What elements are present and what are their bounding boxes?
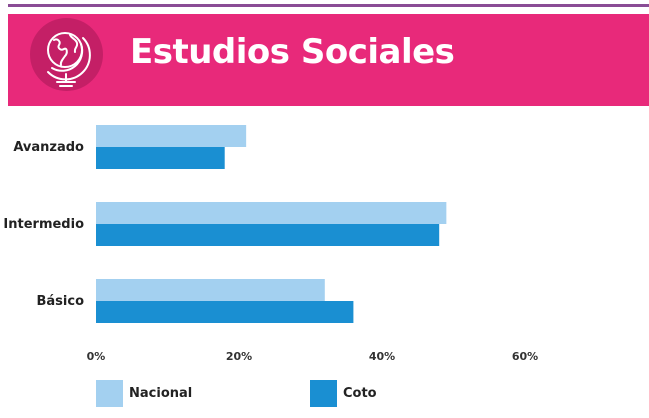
- x-tick-label: 40%: [369, 350, 395, 363]
- bar-coto-básico: [96, 301, 354, 323]
- category-label: Intermedio: [3, 217, 84, 232]
- x-tick-label: 0%: [87, 350, 106, 363]
- legend-swatch-nacional: [96, 380, 123, 407]
- legend-label-nacional: Nacional: [129, 386, 193, 401]
- bar-coto-avanzado: [96, 147, 225, 169]
- legend-label-coto: Coto: [343, 386, 377, 401]
- bar-nacional-básico: [96, 279, 325, 301]
- bar-nacional-avanzado: [96, 125, 247, 147]
- header-banner: [8, 14, 649, 106]
- globe-badge: [30, 18, 103, 91]
- x-tick-label: 60%: [512, 350, 538, 363]
- x-tick-label: 20%: [226, 350, 252, 363]
- category-label: Avanzado: [13, 140, 84, 155]
- page-title: Estudios Sociales: [130, 32, 455, 72]
- globe-icon: [47, 32, 91, 87]
- bar-nacional-intermedio: [96, 202, 447, 224]
- bar-coto-intermedio: [96, 224, 440, 246]
- top-divider: [8, 4, 649, 7]
- category-label: Básico: [36, 294, 84, 309]
- legend-swatch-coto: [310, 380, 337, 407]
